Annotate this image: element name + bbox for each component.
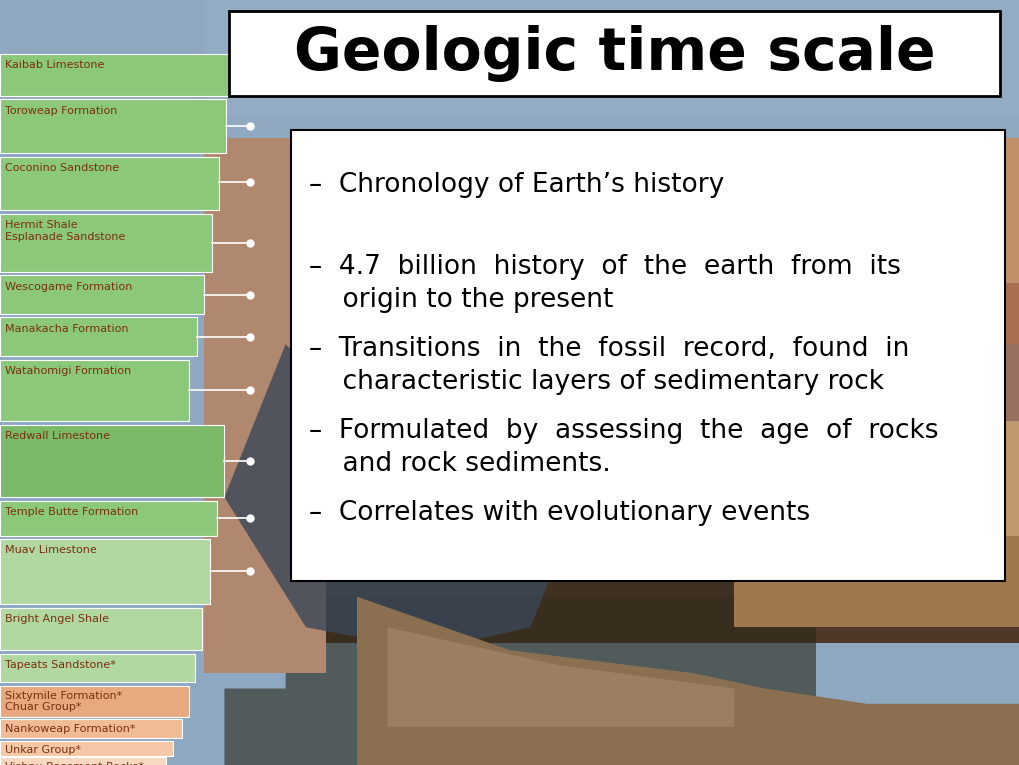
Bar bbox=[204, 291, 1019, 352]
Bar bbox=[560, 138, 1019, 230]
Bar bbox=[734, 421, 1019, 536]
Text: Watahomigi Formation: Watahomigi Formation bbox=[5, 366, 131, 376]
Bar bbox=[229, 11, 999, 96]
Bar bbox=[734, 536, 1019, 627]
Bar bbox=[693, 344, 1019, 421]
Text: Vishnu Basement Rocks*: Vishnu Basement Rocks* bbox=[5, 762, 144, 765]
Bar bbox=[204, 352, 1019, 413]
Bar bbox=[204, 138, 1019, 214]
Bar bbox=[204, 0, 1019, 115]
Bar bbox=[0, 214, 212, 272]
Bar bbox=[560, 444, 1019, 505]
Bar bbox=[0, 157, 219, 210]
Bar bbox=[0, 757, 166, 765]
Text: Bright Angel Shale: Bright Angel Shale bbox=[5, 614, 109, 624]
Bar bbox=[560, 230, 1019, 306]
Text: Manakacha Formation: Manakacha Formation bbox=[5, 324, 128, 334]
Bar bbox=[204, 214, 1019, 291]
Bar bbox=[0, 317, 197, 356]
Text: Unkar Group*: Unkar Group* bbox=[5, 745, 82, 755]
Bar bbox=[0, 99, 226, 153]
Bar bbox=[0, 741, 173, 756]
Bar bbox=[0, 608, 202, 650]
Bar bbox=[204, 138, 326, 673]
Text: Temple Butte Formation: Temple Butte Formation bbox=[5, 507, 139, 517]
Text: Hermit Shale
Esplanade Sandstone: Hermit Shale Esplanade Sandstone bbox=[5, 220, 125, 242]
Bar bbox=[204, 474, 1019, 536]
Bar bbox=[204, 536, 1019, 597]
Bar bbox=[0, 0, 1019, 115]
Bar bbox=[560, 306, 1019, 382]
Bar bbox=[632, 138, 1019, 291]
Bar bbox=[0, 654, 195, 682]
Text: Geologic time scale: Geologic time scale bbox=[293, 25, 934, 82]
Polygon shape bbox=[357, 597, 1019, 765]
Text: Sixtymile Formation*
Chuar Group*: Sixtymile Formation* Chuar Group* bbox=[5, 691, 122, 712]
Bar bbox=[662, 283, 1019, 344]
Text: –  4.7  billion  history  of  the  earth  from  its
    origin to the present: – 4.7 billion history of the earth from … bbox=[309, 254, 900, 313]
Polygon shape bbox=[224, 344, 560, 650]
Text: Muav Limestone: Muav Limestone bbox=[5, 545, 97, 555]
Text: –  Chronology of Earth’s history: – Chronology of Earth’s history bbox=[309, 172, 723, 198]
Bar bbox=[204, 0, 1019, 138]
Bar bbox=[0, 54, 234, 96]
Text: Wescogame Formation: Wescogame Formation bbox=[5, 282, 132, 291]
Bar bbox=[0, 539, 210, 604]
Polygon shape bbox=[224, 138, 815, 765]
Polygon shape bbox=[387, 627, 734, 727]
Bar bbox=[290, 130, 1004, 581]
Bar bbox=[0, 686, 189, 717]
Bar bbox=[560, 382, 1019, 444]
Text: –  Correlates with evolutionary events: – Correlates with evolutionary events bbox=[309, 500, 809, 526]
Text: Coconino Sandstone: Coconino Sandstone bbox=[5, 163, 119, 173]
Text: Nankoweap Formation*: Nankoweap Formation* bbox=[5, 724, 136, 734]
Bar bbox=[0, 360, 189, 421]
Text: Kaibab Limestone: Kaibab Limestone bbox=[5, 60, 104, 70]
Bar bbox=[204, 597, 1019, 643]
Bar bbox=[0, 275, 204, 314]
Text: Redwall Limestone: Redwall Limestone bbox=[5, 431, 110, 441]
Bar bbox=[0, 425, 224, 497]
Text: Tapeats Sandstone*: Tapeats Sandstone* bbox=[5, 660, 116, 670]
Bar bbox=[0, 501, 217, 536]
Bar bbox=[204, 0, 1019, 138]
Text: –  Formulated  by  assessing  the  age  of  rocks
    and rock sediments.: – Formulated by assessing the age of roc… bbox=[309, 418, 937, 477]
Bar bbox=[0, 719, 181, 738]
Text: Toroweap Formation: Toroweap Formation bbox=[5, 106, 117, 116]
Text: –  Transitions  in  the  fossil  record,  found  in
    characteristic layers of: – Transitions in the fossil record, foun… bbox=[309, 337, 909, 396]
Bar bbox=[204, 413, 1019, 474]
